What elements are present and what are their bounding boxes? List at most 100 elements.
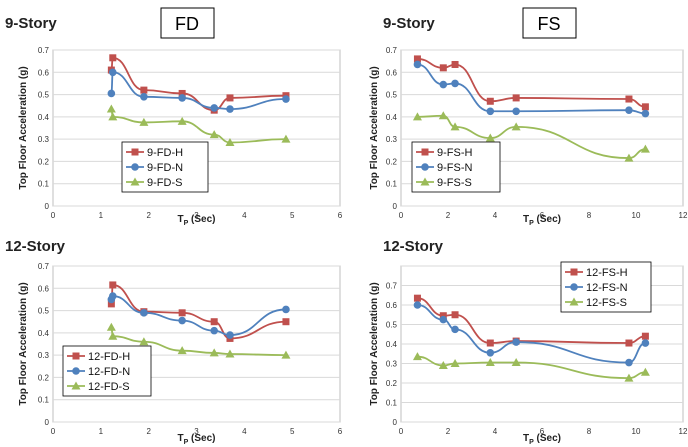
chart-0-series-N-point-4 bbox=[210, 104, 218, 112]
chart-2-ytick-label: 0.2 bbox=[38, 373, 50, 382]
chart-1-legend-N-marker bbox=[421, 163, 429, 171]
chart-1-ytick-label: 0.2 bbox=[386, 157, 398, 166]
chart-1-series-N-point-4 bbox=[512, 107, 520, 116]
chart-2-legend-N-marker bbox=[72, 367, 80, 375]
chart-2-series-S-point-5 bbox=[225, 349, 235, 358]
chart-1-series-N-point-3 bbox=[486, 107, 495, 116]
chart-0-title: 9-Story bbox=[5, 15, 57, 32]
chart-3-series-N-point-5 bbox=[625, 358, 633, 367]
chart-1-title: 9-Story bbox=[383, 15, 435, 32]
chart-2-legend-S-marker bbox=[71, 381, 81, 390]
chart-2-xlabel: TP (Sec) bbox=[177, 433, 215, 446]
chart-0-series-N-point-6 bbox=[282, 95, 290, 103]
chart-3-xtick-label: 2 bbox=[446, 427, 451, 436]
chart-3-legend-H-marker bbox=[570, 268, 578, 276]
chart-3-series-N-point-2 bbox=[451, 325, 459, 334]
chart-3-xlabel: TP (Sec) bbox=[523, 433, 561, 446]
chart-3-ytick-label: 0.2 bbox=[386, 379, 398, 388]
chart-3-series-N-point-1 bbox=[439, 315, 448, 324]
chart-0-series-S-point-4 bbox=[209, 130, 219, 139]
chart-3-legend-S-label: 12-FS-S bbox=[586, 297, 627, 309]
chart-0-xlabel-main: T bbox=[177, 214, 183, 225]
chart-3-series-H-point-1 bbox=[439, 312, 447, 320]
chart-3-legend-H-label: 12-FS-H bbox=[586, 267, 628, 279]
chart-0-legend-H-marker bbox=[131, 148, 139, 156]
chart-3-legend-S-marker bbox=[569, 297, 579, 306]
chart-2-ytick-label: 0.7 bbox=[38, 262, 50, 271]
chart-0-legend-S-label: 9-FD-S bbox=[147, 177, 182, 189]
chart-1-ytick-label: 0.7 bbox=[386, 46, 398, 55]
chart-2-series-H-point-6 bbox=[282, 318, 290, 326]
chart-1-series-N-point-5 bbox=[625, 106, 633, 114]
chart-1-legend-H-marker bbox=[421, 148, 429, 156]
chart-1-legend-S-label: 9-FS-S bbox=[437, 177, 472, 189]
fs-header-box bbox=[522, 7, 577, 39]
chart-0-ytick-label: 0.2 bbox=[38, 157, 50, 166]
chart-3-xtick-label: 4 bbox=[493, 427, 498, 436]
chart-2-series-H-point-3 bbox=[178, 309, 186, 317]
chart-3-ytick-label: 0.5 bbox=[386, 321, 398, 330]
chart-0-series-S-point-1 bbox=[108, 112, 118, 121]
chart-0-xtick-label: 1 bbox=[99, 211, 104, 220]
chart-0-xlabel: TP (Sec) bbox=[177, 214, 215, 227]
chart-3-series-H-point-2 bbox=[451, 311, 459, 319]
chart-1-xtick-label: 10 bbox=[632, 211, 641, 220]
chart-3-series-H-point-3 bbox=[486, 339, 494, 347]
chart-3-xtick-label: 6 bbox=[540, 427, 545, 436]
chart-0-series-N-point-0 bbox=[107, 89, 116, 98]
chart-0-ylabel: Top Floor Acceleration (g) bbox=[18, 66, 29, 189]
chart-2-xlabel-main: T bbox=[177, 433, 183, 444]
chart-0-ytick-label: 0.1 bbox=[38, 180, 50, 189]
chart-1-xlabel: TP (Sec) bbox=[523, 214, 561, 227]
chart-2-series-S-point-2 bbox=[139, 337, 149, 346]
fs-header: FS bbox=[537, 14, 560, 34]
chart-3-series-S-point-6 bbox=[640, 367, 650, 376]
chart-1-series-H-point-3 bbox=[486, 97, 494, 105]
chart-2-series-N-point-2 bbox=[140, 309, 148, 317]
chart-3-ytick-label: 0 bbox=[393, 418, 398, 427]
chart-2-series-S-point-6 bbox=[281, 350, 291, 359]
chart-2-title: 12-Story bbox=[5, 238, 66, 255]
chart-0-ytick-label: 0 bbox=[45, 202, 50, 211]
chart-1-series-S-point-2 bbox=[450, 122, 460, 131]
chart-0-series-N-point-3 bbox=[178, 94, 186, 102]
chart-2-legend-H-label: 12-FD-H bbox=[88, 351, 130, 363]
chart-1-series-S-point-0 bbox=[412, 112, 422, 121]
chart-3-ytick-label: 0.3 bbox=[386, 360, 398, 369]
chart-3-ytick-label: 0.6 bbox=[386, 301, 398, 310]
chart-2-ytick-label: 0.1 bbox=[38, 396, 50, 405]
chart-3-legend-N-marker bbox=[570, 283, 578, 291]
chart-1-xlabel-unit: (Sec) bbox=[534, 214, 561, 225]
chart-1-xlabel-main: T bbox=[523, 214, 529, 225]
chart-0-series-S-point-0 bbox=[106, 104, 116, 113]
chart-2-ytick-label: 0.6 bbox=[38, 284, 50, 293]
chart-3-series-N-point-3 bbox=[486, 348, 495, 357]
chart-2-series-N-point-4 bbox=[210, 326, 218, 335]
chart-2-xtick-label: 3 bbox=[194, 427, 199, 436]
chart-1-series-S-point-6 bbox=[640, 144, 650, 153]
chart-1-series-N-point-1 bbox=[439, 80, 448, 89]
chart-2-series-S-point-4 bbox=[209, 348, 219, 357]
chart-0-xlabel-sub: P bbox=[184, 220, 189, 227]
chart-1-ytick-label: 0 bbox=[393, 202, 398, 211]
chart-1-xtick-label: 0 bbox=[399, 211, 404, 220]
chart-0-xtick-label: 4 bbox=[242, 211, 247, 220]
chart-1-xtick-label: 4 bbox=[493, 211, 498, 220]
chart-3-series-S-point-4 bbox=[511, 358, 521, 367]
chart-2-xlabel-sub: P bbox=[184, 439, 189, 446]
chart-2-plot-area bbox=[52, 265, 341, 423]
chart-2-xtick-label: 2 bbox=[146, 427, 151, 436]
chart-0-legend-H-label: 9-FD-H bbox=[147, 147, 183, 159]
chart-0-ytick-label: 0.5 bbox=[38, 91, 50, 100]
chart-1-series-H-point-4 bbox=[512, 94, 520, 102]
chart-3-series-S-point-5 bbox=[624, 373, 634, 382]
chart-0-xlabel-unit: (Sec) bbox=[188, 214, 215, 225]
chart-2-xlabel-unit: (Sec) bbox=[188, 433, 215, 444]
fd-header: FD bbox=[175, 14, 199, 34]
chart-1-xtick-label: 2 bbox=[446, 211, 451, 220]
chart-1-series-H-point-0 bbox=[413, 55, 421, 63]
chart-3-ylabel: Top Floor Acceleration (g) bbox=[369, 282, 380, 405]
chart-2-series-H-point-1 bbox=[109, 281, 117, 289]
chart-3-series-H-point-6 bbox=[641, 332, 649, 340]
